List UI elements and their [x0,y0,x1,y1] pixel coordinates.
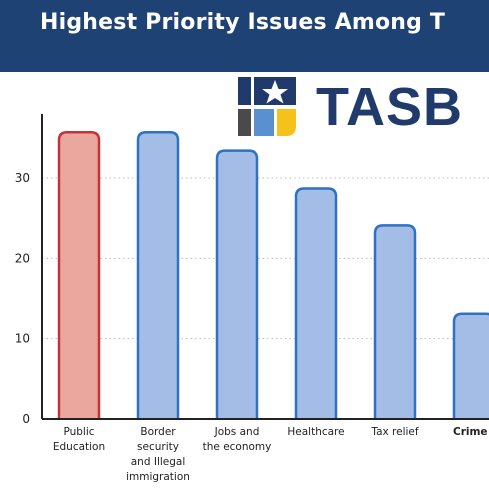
bar-0 [57,130,101,419]
y-tick-label-20: 20 [15,251,30,265]
chart-title: Highest Priority Issues Among T [40,10,446,35]
bar-2 [215,149,259,419]
x-tick-label-4: Tax relief [371,426,419,438]
x-tick-label-3: Healthcare [287,426,345,438]
bar-5 [452,312,489,419]
header-banner: Highest Priority Issues Among T [0,0,489,72]
x-tick-label-5: Crime [453,426,488,438]
y-tick-label-0: 0 [22,412,30,426]
tasb-logo-mark-icon [238,77,296,136]
x-tick-label-1: Border security and Illegal immigration [126,426,190,483]
bar-3 [294,187,338,419]
y-tick-label-10: 10 [15,332,30,346]
bar-1 [136,130,180,419]
tasb-logo: TASB [236,77,489,137]
x-tick-label-0: Public Education [52,426,106,453]
y-tick-label-30: 30 [15,171,30,185]
x-tick-label-2: Jobs and the economy [202,426,272,453]
bar-4 [373,224,417,419]
logo-text: TASB [316,77,463,137]
